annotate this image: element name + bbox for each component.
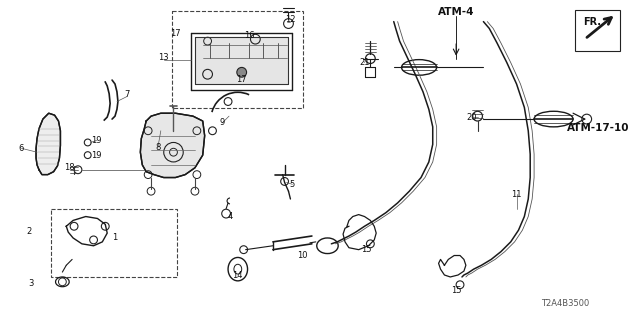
Text: 15: 15 (451, 286, 461, 295)
Text: 15: 15 (361, 245, 372, 254)
Text: 9: 9 (220, 118, 225, 127)
Ellipse shape (237, 68, 246, 77)
Polygon shape (36, 113, 60, 175)
Text: 7: 7 (124, 90, 129, 99)
Text: 2: 2 (27, 227, 32, 236)
Bar (51, 209, 177, 277)
Text: ATM-17-10: ATM-17-10 (567, 123, 630, 133)
Text: FR.: FR. (584, 17, 602, 27)
Text: 3: 3 (29, 279, 34, 288)
Text: 21: 21 (359, 58, 370, 67)
Bar (172, 11, 303, 108)
Text: 1: 1 (113, 234, 118, 243)
Text: 11: 11 (511, 190, 522, 199)
Text: 12: 12 (285, 15, 296, 24)
Polygon shape (140, 113, 205, 178)
Text: 4: 4 (227, 212, 232, 221)
Text: 16: 16 (244, 31, 255, 40)
Text: T2A4B3500: T2A4B3500 (541, 299, 589, 308)
Text: 19: 19 (92, 151, 102, 160)
Text: 18: 18 (64, 163, 74, 172)
Text: 13: 13 (159, 53, 169, 62)
Text: 10: 10 (297, 251, 307, 260)
Bar (195, 37, 289, 84)
Text: 17: 17 (236, 75, 247, 84)
Text: ATM-4: ATM-4 (438, 7, 474, 17)
Text: 19: 19 (92, 136, 102, 145)
Text: 14: 14 (232, 270, 243, 279)
Text: 17: 17 (170, 29, 180, 38)
Text: 5: 5 (290, 180, 295, 189)
Text: 6: 6 (19, 144, 24, 153)
Text: 8: 8 (156, 143, 161, 152)
Bar (575, 10, 620, 51)
Text: 20: 20 (467, 113, 477, 122)
